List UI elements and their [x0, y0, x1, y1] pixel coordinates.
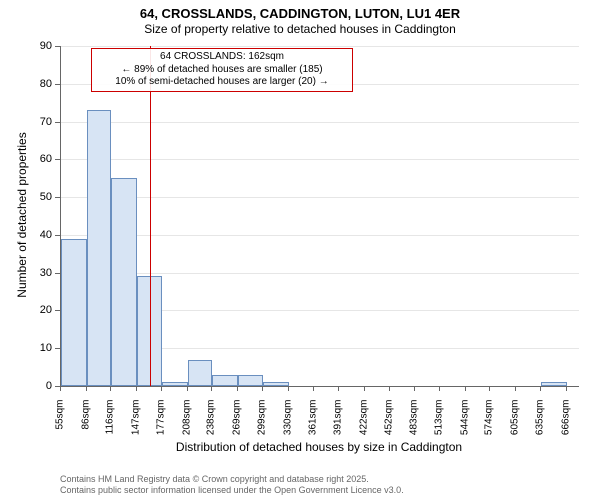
x-tick-label: 299sqm [256, 400, 267, 440]
chart-title: 64, CROSSLANDS, CADDINGTON, LUTON, LU1 4… [0, 6, 600, 36]
x-tick-mark [187, 386, 188, 391]
x-tick-mark [515, 386, 516, 391]
x-tick-label: 238sqm [206, 400, 217, 440]
x-tick-label: 208sqm [181, 400, 192, 440]
footer: Contains HM Land Registry data © Crown c… [60, 474, 404, 497]
x-tick-mark [465, 386, 466, 391]
x-tick-mark [262, 386, 263, 391]
histogram-bar [162, 382, 188, 386]
x-tick-label: 452sqm [383, 400, 394, 440]
gridline [61, 273, 579, 274]
x-tick-label: 177sqm [155, 400, 166, 440]
x-tick-label: 635sqm [534, 400, 545, 440]
x-tick-mark [489, 386, 490, 391]
histogram-bar [87, 110, 112, 386]
gridline [61, 122, 579, 123]
x-tick-mark [60, 386, 61, 391]
title-line1: 64, CROSSLANDS, CADDINGTON, LUTON, LU1 4… [0, 6, 600, 21]
x-tick-mark [110, 386, 111, 391]
histogram-bar [263, 382, 289, 386]
x-axis-label: Distribution of detached houses by size … [60, 440, 578, 454]
x-tick-label: 483sqm [409, 400, 420, 440]
annotation-line1: 64 CROSSLANDS: 162sqm [97, 51, 347, 64]
y-axis-label: Number of detached properties [15, 115, 29, 315]
x-tick-label: 605sqm [510, 400, 521, 440]
annotation-line3: 10% of semi-detached houses are larger (… [97, 76, 347, 89]
x-tick-label: 147sqm [131, 400, 142, 440]
histogram-bar [61, 239, 87, 386]
x-tick-mark [338, 386, 339, 391]
x-tick-mark [136, 386, 137, 391]
gridline [61, 46, 579, 47]
y-tick-label: 10 [0, 342, 52, 354]
y-tick-label: 90 [0, 40, 52, 52]
x-tick-mark [237, 386, 238, 391]
x-tick-label: 330sqm [282, 400, 293, 440]
x-tick-mark [313, 386, 314, 391]
x-tick-label: 544sqm [459, 400, 470, 440]
x-tick-mark [414, 386, 415, 391]
x-tick-mark [540, 386, 541, 391]
x-tick-label: 574sqm [484, 400, 495, 440]
property-marker-line [150, 46, 151, 386]
annotation-box: 64 CROSSLANDS: 162sqm ← 89% of detached … [91, 48, 353, 92]
x-tick-mark [566, 386, 567, 391]
x-tick-label: 116sqm [105, 400, 116, 440]
x-tick-label: 666sqm [560, 400, 571, 440]
x-tick-mark [288, 386, 289, 391]
footer-line1: Contains HM Land Registry data © Crown c… [60, 474, 404, 485]
chart-container: 64, CROSSLANDS, CADDINGTON, LUTON, LU1 4… [0, 0, 600, 500]
gridline [61, 235, 579, 236]
x-tick-label: 361sqm [308, 400, 319, 440]
x-tick-mark [389, 386, 390, 391]
x-tick-label: 513sqm [433, 400, 444, 440]
x-tick-label: 422sqm [358, 400, 369, 440]
gridline [61, 197, 579, 198]
x-tick-label: 391sqm [333, 400, 344, 440]
annotation-line2: ← 89% of detached houses are smaller (18… [97, 64, 347, 77]
plot-area: 64 CROSSLANDS: 162sqm ← 89% of detached … [60, 46, 579, 387]
x-tick-mark [86, 386, 87, 391]
x-tick-mark [161, 386, 162, 391]
histogram-bar [212, 375, 238, 386]
histogram-bar [188, 360, 213, 386]
histogram-bar [111, 178, 137, 386]
y-tick-label: 0 [0, 380, 52, 392]
x-tick-mark [439, 386, 440, 391]
x-tick-label: 269sqm [232, 400, 243, 440]
histogram-bar [238, 375, 263, 386]
y-tick-label: 80 [0, 78, 52, 90]
title-line2: Size of property relative to detached ho… [0, 22, 600, 36]
x-tick-label: 86sqm [80, 400, 91, 440]
footer-line2: Contains public sector information licen… [60, 485, 404, 496]
x-tick-mark [364, 386, 365, 391]
histogram-bar [541, 382, 567, 386]
x-tick-label: 55sqm [55, 400, 66, 440]
x-tick-mark [211, 386, 212, 391]
gridline [61, 159, 579, 160]
